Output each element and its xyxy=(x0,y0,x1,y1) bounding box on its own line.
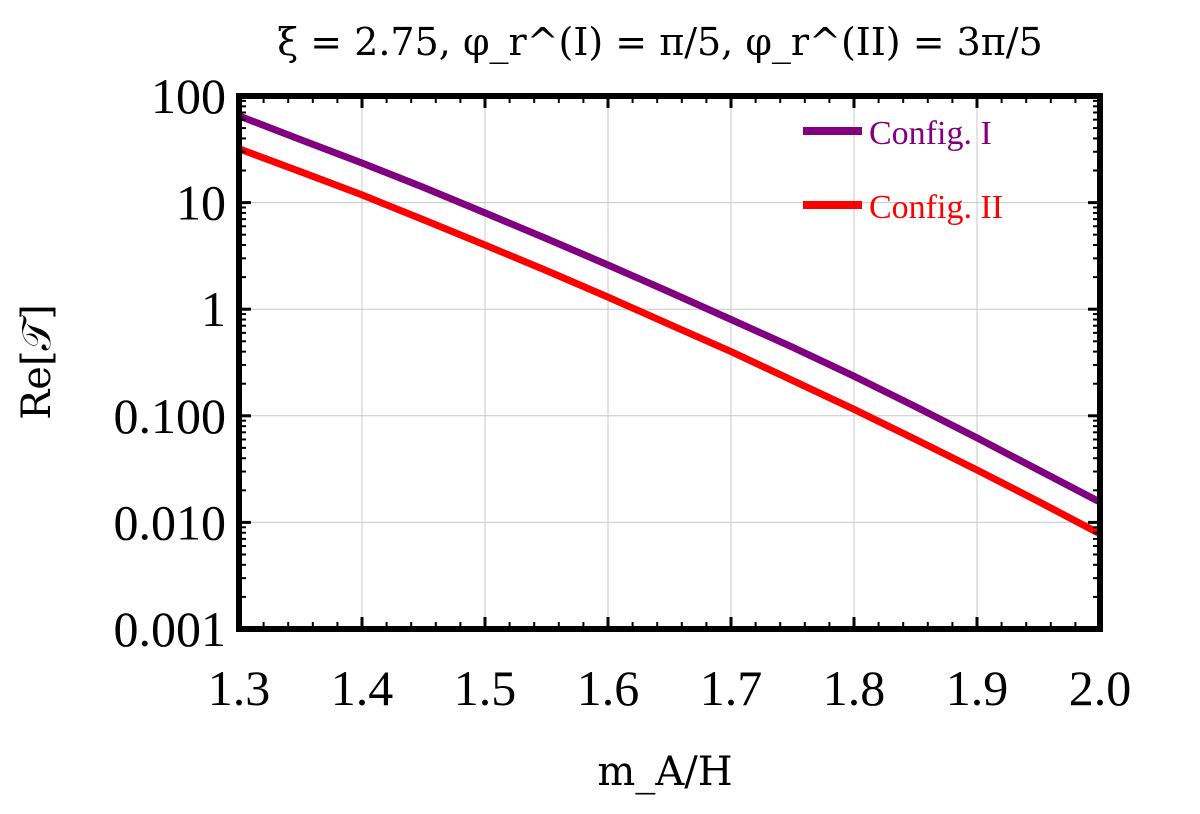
chart-title: ξ = 2.75, φ_r^(I) = π/5, φ_r^(II) = 3π/5 xyxy=(277,20,1043,65)
grid xyxy=(239,96,1100,629)
plot-frame xyxy=(236,93,1103,632)
series-line-1 xyxy=(237,112,1102,506)
x-tick-label: 1.4 xyxy=(331,660,394,716)
series-layer xyxy=(237,112,1102,537)
x-tick-label: 1.6 xyxy=(577,660,640,716)
y-tick-label: 0.001 xyxy=(114,601,227,657)
y-tick-label: 100 xyxy=(151,68,226,124)
legend: Config. I Config. II xyxy=(803,115,1003,226)
y-tick-label: 0.010 xyxy=(114,494,227,550)
x-tick-label: 1.9 xyxy=(946,660,1009,716)
y-tick-label: 10 xyxy=(176,175,226,231)
legend-label: Config. I xyxy=(869,115,992,152)
legend-label: Config. II xyxy=(869,189,1003,226)
y-axis-label: Re[𝒯] xyxy=(14,304,60,420)
x-tick-label: 1.8 xyxy=(823,660,886,716)
y-tick-label: 0.100 xyxy=(114,388,227,444)
x-tick-label: 1.5 xyxy=(454,660,517,716)
y-tick-label: 1 xyxy=(201,281,226,337)
x-tick-labels: 1.3 1.4 1.5 1.6 1.7 1.8 1.9 2.0 xyxy=(208,660,1132,716)
ticks xyxy=(237,94,1102,631)
series-line-2 xyxy=(237,145,1102,537)
y-tick-labels: 0.001 0.010 0.100 1 10 100 xyxy=(114,68,227,657)
x-tick-label: 1.3 xyxy=(208,660,271,716)
x-tick-label: 2.0 xyxy=(1069,660,1132,716)
x-tick-label: 1.7 xyxy=(700,660,763,716)
x-axis-label: m_A/H xyxy=(597,749,732,795)
